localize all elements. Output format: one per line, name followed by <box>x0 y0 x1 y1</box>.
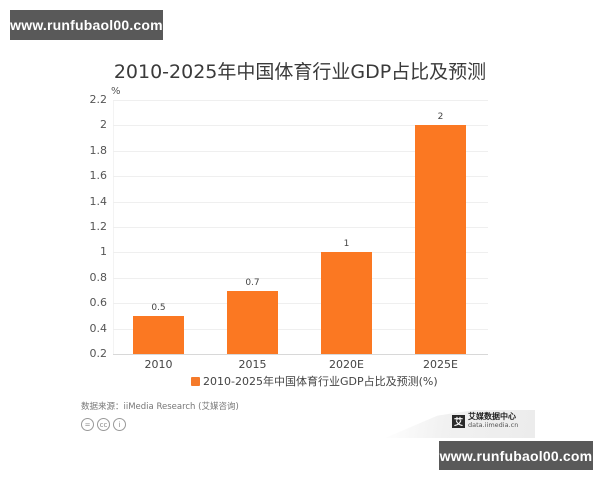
y-tick-label: 1 <box>100 245 107 259</box>
legend-label: 2010-2025年中国体育行业GDP占比及预测(%) <box>203 375 438 388</box>
x-tick-label: 2020E <box>329 358 364 371</box>
x-axis-line <box>113 354 488 355</box>
chart-title: 2010-2025年中国体育行业GDP占比及预测 <box>113 61 487 83</box>
bar-2010[interactable] <box>133 315 184 354</box>
y-tick-label: 0.8 <box>89 270 108 284</box>
creative-commons-icon: cc <box>97 418 110 431</box>
y-tick-label: 1.2 <box>89 220 108 233</box>
gridline <box>113 201 488 203</box>
gridline <box>113 252 488 254</box>
logo-name: 艾媒数据中心 <box>468 412 516 421</box>
y-tick-label: 2.2 <box>89 93 108 106</box>
watermark-bottom: www.runfubaol00.com <box>439 441 593 470</box>
gridline <box>113 227 488 228</box>
gridline <box>113 303 488 305</box>
gridline <box>113 125 488 127</box>
bar-value-label: 2 <box>437 112 444 123</box>
gridline <box>113 328 488 330</box>
y-tick-label: 0.2 <box>89 347 108 360</box>
y-tick-label: 1.8 <box>89 143 108 157</box>
y-axis-unit: % <box>111 86 121 97</box>
iimedia-logo: 艾 艾媒数据中心 data.iimedia.cn <box>452 413 518 429</box>
bar-2015[interactable] <box>227 290 278 354</box>
gridline <box>113 277 488 279</box>
legend-swatch <box>191 376 200 386</box>
bar-2020E[interactable] <box>321 252 372 354</box>
no-derivatives-icon: = <box>81 418 94 431</box>
legend[interactable]: 2010-2025年中国体育行业GDP占比及预测(%) <box>191 373 438 389</box>
bar-2025E[interactable] <box>415 125 466 354</box>
y-tick-label: 0.6 <box>89 296 108 310</box>
y-tick-label: 1.6 <box>89 169 108 183</box>
bar-value-label: 1 <box>343 239 350 250</box>
attribution-icon: i <box>113 418 126 431</box>
bar-value-label: 0.7 <box>245 277 260 288</box>
gridline <box>113 150 488 152</box>
y-tick-label: 1.4 <box>89 194 108 208</box>
plot-area <box>113 100 488 355</box>
x-tick-label: 2025E <box>423 358 458 371</box>
logo-url: data.iimedia.cn <box>468 421 519 429</box>
iimedia-logo-icon: 艾 <box>452 414 465 428</box>
data-source: 数据来源：iiMedia Research (艾媒咨询) <box>81 402 239 412</box>
bar-value-label: 0.5 <box>151 302 166 313</box>
gridline <box>113 176 488 178</box>
x-tick-label: 2015 <box>238 358 267 371</box>
watermark-top: www.runfubaol00.com <box>10 10 163 40</box>
x-tick-label: 2010 <box>144 358 173 371</box>
gridline <box>113 100 488 101</box>
y-tick-label: 0.4 <box>89 321 108 335</box>
y-tick-label: 2 <box>100 118 107 132</box>
license-icons: = cc i <box>81 418 126 431</box>
